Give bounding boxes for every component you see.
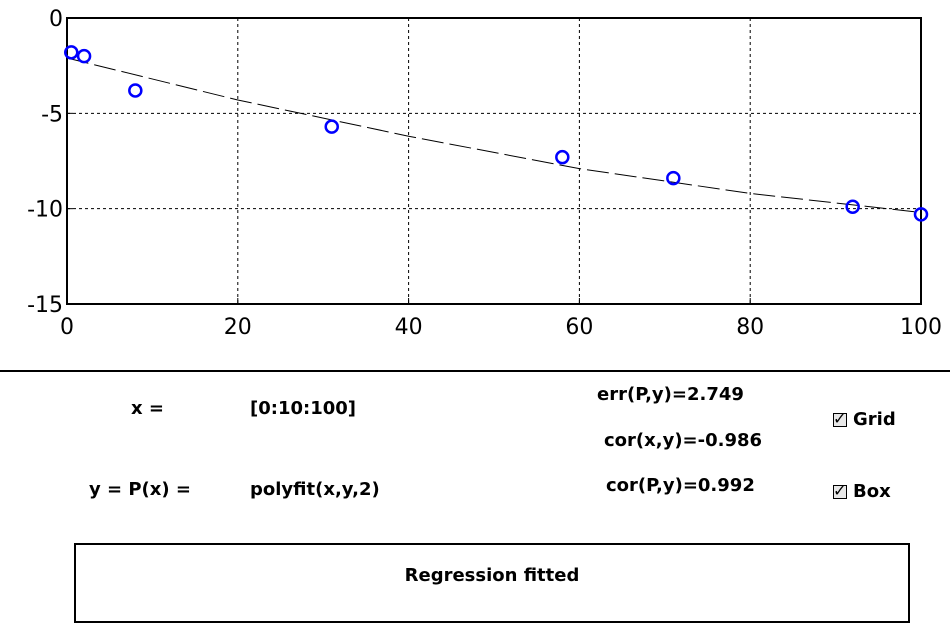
x-tick-label: 100 (900, 315, 942, 340)
x-tick-label: 40 (395, 315, 423, 340)
data-point (555, 149, 570, 165)
grid-checkbox-box[interactable]: ✓ (833, 409, 847, 428)
plot-svg: 0 20 40 60 80 100 0 -5 -10 -15 (27, 7, 942, 340)
data-point (128, 83, 143, 98)
check-icon: ✓ (833, 480, 847, 500)
x-tick-label: 80 (736, 315, 764, 340)
box-checkbox-label: Box (853, 481, 891, 502)
y-label: y = P(x) = (89, 479, 191, 500)
status-panel: Regression fitted (74, 543, 910, 623)
cor-py-readout: cor(P,y)=0.992 (606, 475, 755, 496)
cor-xy-readout: cor(x,y)=-0.986 (604, 430, 763, 451)
check-icon: ✓ (833, 408, 847, 428)
y-tick-label: -5 (41, 102, 63, 127)
fit-line (66, 57, 922, 213)
data-point (845, 199, 860, 215)
data-point (64, 45, 79, 60)
box-checkbox[interactable]: ✓ Box (833, 481, 891, 502)
divider (0, 370, 950, 372)
regression-chart: 0 20 40 60 80 100 0 -5 -10 -15 (27, 7, 942, 340)
x-tick-label: 60 (565, 315, 593, 340)
data-point (76, 48, 92, 64)
grid-checkbox-label: Grid (853, 409, 896, 430)
x-label: x = (131, 398, 164, 419)
y-tick-label: -10 (27, 198, 63, 223)
data-point (913, 207, 929, 222)
y-tick-label: -15 (27, 293, 63, 318)
data-point (666, 170, 681, 186)
plot-box (66, 17, 922, 305)
box-checkbox-box[interactable]: ✓ (833, 481, 847, 500)
y-value[interactable]: polyfit(x,y,2) (250, 479, 380, 500)
x-value[interactable]: [0:10:100] (250, 398, 356, 419)
x-tick-label: 20 (224, 315, 252, 340)
grid-checkbox[interactable]: ✓ Grid (833, 409, 896, 430)
data-point (324, 119, 339, 134)
err-readout: err(P,y)=2.749 (597, 384, 744, 405)
status-message: Regression fitted (404, 565, 580, 586)
x-tick-label: 0 (60, 315, 74, 340)
y-tick-label: 0 (49, 7, 63, 32)
